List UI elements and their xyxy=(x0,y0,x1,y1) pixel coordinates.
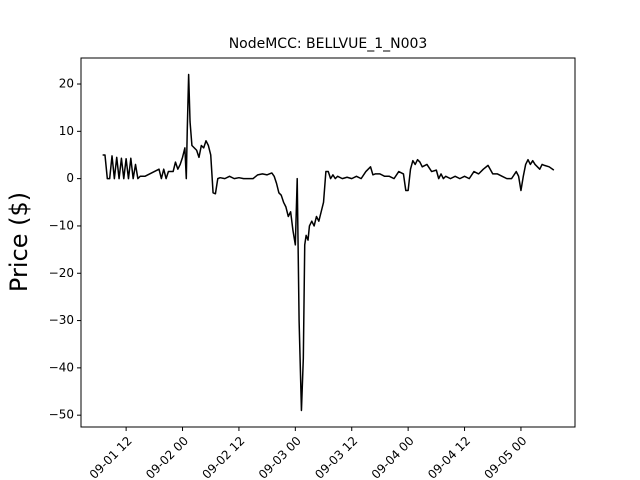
data-line xyxy=(102,73,555,412)
y-tick-label: −40 xyxy=(49,360,74,374)
plot-frame xyxy=(80,57,576,428)
x-tick-label: 09-04 12 xyxy=(425,434,473,480)
y-tick-label: −10 xyxy=(49,218,74,232)
y-tick-label: 20 xyxy=(59,77,74,91)
y-tick-label: −30 xyxy=(49,313,74,327)
x-tick-label: 09-02 00 xyxy=(143,434,191,480)
x-tick-label: 09-01 12 xyxy=(87,434,135,480)
y-tick-label: 0 xyxy=(66,171,74,185)
x-tick-label: 09-04 00 xyxy=(369,434,417,480)
chart-title: NodeMCC: BELLVUE_1_N003 xyxy=(229,36,428,52)
x-tick-label: 09-03 12 xyxy=(312,434,360,480)
y-tick-label: −50 xyxy=(49,408,74,422)
x-tick-label: 09-02 12 xyxy=(199,434,247,480)
x-tick-label: 09-03 00 xyxy=(256,434,304,480)
y-tick-label: −20 xyxy=(49,266,74,280)
y-axis-label: Price ($) xyxy=(5,192,33,292)
y-tick-label: 10 xyxy=(59,124,74,138)
x-tick-label: 09-05 00 xyxy=(481,434,529,480)
